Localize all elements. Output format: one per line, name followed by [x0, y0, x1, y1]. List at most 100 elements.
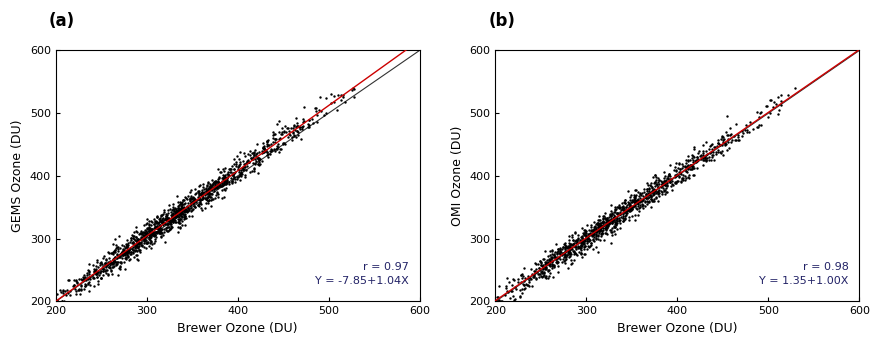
Point: [179, 195, 193, 201]
Point: [492, 297, 506, 303]
Point: [260, 152, 274, 158]
Point: [603, 215, 617, 220]
Point: [138, 234, 152, 239]
Point: [152, 228, 167, 234]
Point: [651, 199, 665, 204]
Point: [561, 251, 575, 257]
Point: [152, 216, 167, 221]
Point: [611, 205, 625, 210]
Point: [553, 246, 567, 252]
Point: [245, 156, 259, 162]
Point: [200, 191, 214, 197]
Point: [156, 215, 170, 220]
Point: [207, 188, 221, 193]
Point: [648, 194, 663, 200]
Point: [255, 145, 270, 151]
Point: [248, 157, 263, 162]
Point: [111, 246, 125, 252]
Point: [201, 190, 215, 196]
Point: [522, 283, 537, 289]
Point: [337, 100, 352, 105]
Point: [122, 247, 136, 253]
Point: [577, 231, 591, 237]
Point: [577, 246, 591, 252]
Point: [129, 242, 143, 247]
Point: [583, 243, 597, 249]
Point: [196, 195, 211, 201]
Point: [592, 226, 606, 232]
Point: [155, 217, 169, 223]
Point: [138, 227, 152, 233]
Point: [62, 277, 76, 282]
Point: [591, 229, 605, 234]
Point: [100, 262, 114, 267]
Point: [595, 228, 609, 234]
Point: [622, 208, 636, 213]
Point: [621, 206, 635, 211]
Point: [671, 166, 685, 171]
Point: [633, 195, 647, 201]
Point: [494, 298, 508, 303]
Point: [171, 219, 185, 225]
Point: [601, 223, 615, 228]
Point: [574, 235, 588, 240]
Point: [185, 213, 199, 218]
Point: [729, 138, 743, 143]
Point: [93, 271, 107, 276]
Point: [120, 256, 134, 262]
Point: [656, 175, 670, 181]
Point: [589, 221, 603, 227]
Point: [618, 201, 632, 206]
Point: [650, 182, 664, 188]
Point: [519, 281, 533, 286]
Point: [152, 229, 167, 235]
Point: [558, 252, 572, 257]
Point: [508, 286, 522, 291]
Point: [645, 189, 659, 194]
Point: [669, 180, 683, 185]
Point: [724, 131, 738, 137]
Point: [201, 189, 215, 195]
Point: [587, 226, 601, 231]
Point: [113, 245, 127, 251]
Point: [172, 206, 186, 211]
Point: [245, 150, 259, 156]
Point: [141, 239, 155, 245]
Point: [610, 211, 624, 217]
Point: [168, 212, 182, 218]
Point: [142, 233, 156, 238]
Point: [130, 245, 144, 250]
Point: [116, 246, 130, 252]
Point: [218, 169, 232, 174]
Point: [559, 253, 573, 258]
Point: [114, 261, 128, 266]
Point: [581, 231, 596, 237]
Point: [578, 243, 592, 248]
Point: [87, 275, 101, 281]
Point: [241, 160, 255, 165]
Point: [668, 179, 682, 184]
Point: [233, 162, 248, 167]
Point: [119, 249, 133, 255]
Point: [144, 227, 158, 233]
Point: [541, 269, 555, 274]
Point: [564, 246, 578, 252]
Point: [618, 198, 633, 203]
Point: [603, 218, 617, 223]
Point: [169, 213, 183, 219]
Point: [771, 111, 785, 117]
Point: [178, 213, 192, 218]
Point: [247, 166, 261, 172]
Point: [576, 227, 590, 233]
Point: [672, 166, 686, 172]
Point: [606, 218, 620, 224]
Point: [203, 191, 217, 197]
Point: [655, 181, 669, 186]
Point: [167, 217, 181, 223]
Point: [648, 179, 662, 184]
Point: [528, 268, 542, 274]
Point: [644, 183, 658, 189]
Point: [107, 255, 121, 261]
Point: [663, 179, 677, 184]
Point: [658, 178, 672, 183]
